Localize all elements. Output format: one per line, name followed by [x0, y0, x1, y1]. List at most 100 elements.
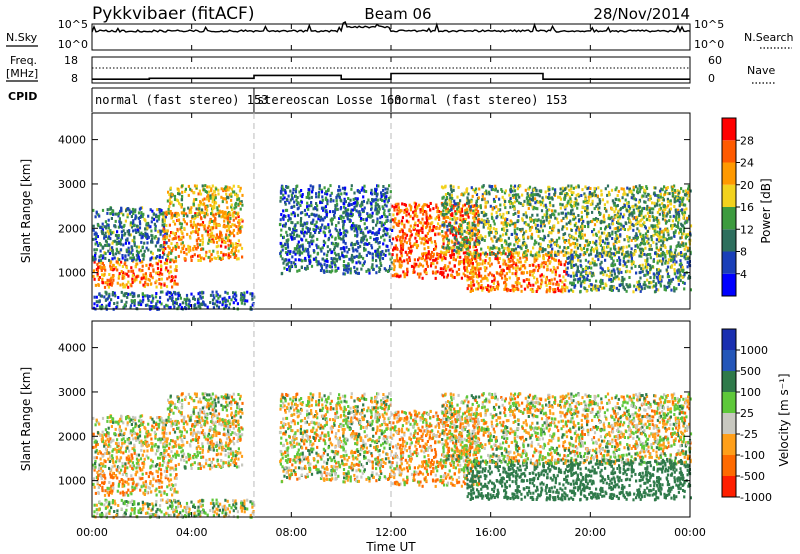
- power-cell: [401, 236, 404, 240]
- power-cell: [103, 225, 106, 229]
- power-cell: [381, 205, 384, 209]
- power-cell: [545, 218, 548, 222]
- power-cell: [383, 221, 386, 225]
- power-cell: [466, 258, 469, 262]
- power-cell: [660, 235, 663, 239]
- power-cell: [514, 263, 518, 267]
- power-cell: [119, 248, 122, 252]
- power-cell: [209, 194, 212, 198]
- power-cell: [204, 229, 207, 233]
- power-cell: [345, 254, 348, 258]
- power-cell: [676, 189, 679, 193]
- power-cell: [365, 238, 368, 242]
- power-cell: [565, 251, 568, 255]
- power-cell: [170, 216, 173, 220]
- power-cell: [305, 231, 308, 235]
- power-cell: [209, 228, 212, 232]
- power-cell: [226, 216, 229, 220]
- power-cell: [305, 226, 308, 230]
- power-cell: [309, 184, 312, 188]
- power-cell: [283, 266, 286, 270]
- power-cell: [342, 235, 345, 239]
- power-cell: [640, 224, 643, 228]
- power-cell: [279, 233, 283, 237]
- power-cell: [611, 207, 614, 211]
- power-cell: [511, 287, 514, 291]
- power-cell: [337, 221, 340, 225]
- power-cell: [459, 214, 462, 218]
- power-cell: [344, 207, 347, 211]
- power-cell: [381, 198, 384, 202]
- power-cell: [129, 256, 132, 260]
- power-cell: [451, 197, 454, 200]
- power-cell: [532, 289, 535, 293]
- power-cell: [621, 249, 624, 253]
- power-cell: [331, 235, 334, 239]
- power-cell: [508, 270, 511, 274]
- power-cell: [144, 272, 147, 276]
- power-cell: [112, 278, 115, 282]
- power-cell: [403, 210, 406, 214]
- power-cell: [316, 237, 319, 241]
- power-cell: [678, 197, 681, 200]
- power-cell: [661, 188, 664, 192]
- power-cell: [115, 241, 119, 244]
- power-cell: [446, 224, 449, 228]
- power-cell: [542, 204, 545, 208]
- power-cell: [553, 277, 556, 281]
- power-cell: [322, 230, 325, 234]
- power-cell: [185, 303, 188, 307]
- power-cell: [546, 212, 549, 216]
- power-cell: [210, 212, 213, 216]
- power-cell: [378, 245, 381, 249]
- power-cell: [565, 222, 568, 226]
- power-cell: [659, 206, 662, 210]
- power-cell: [479, 206, 482, 210]
- power-cell: [158, 300, 161, 304]
- power-cell: [98, 255, 101, 259]
- power-cell: [104, 306, 107, 310]
- power-cell: [399, 235, 402, 239]
- power-cell: [549, 244, 552, 248]
- power-cell: [480, 279, 483, 283]
- power-cell: [199, 239, 202, 242]
- power-cell: [355, 227, 358, 231]
- power-cell: [357, 242, 360, 245]
- power-cell: [169, 305, 172, 309]
- power-cell: [500, 215, 503, 219]
- power-cell: [423, 258, 426, 262]
- power-cell: [100, 269, 103, 272]
- power-cell: [532, 283, 535, 287]
- power-cell: [371, 198, 374, 201]
- power-cell: [360, 188, 363, 192]
- power-cell: [514, 288, 517, 291]
- power-cell: [561, 203, 564, 207]
- power-cell: [434, 271, 437, 275]
- power-cell: [646, 229, 650, 233]
- power-cell: [106, 211, 109, 215]
- power-cell: [106, 283, 109, 287]
- power-cell: [513, 243, 516, 247]
- power-cell: [226, 185, 229, 189]
- power-cell: [107, 231, 110, 235]
- power-cell: [376, 184, 379, 188]
- power-cell: [469, 277, 472, 281]
- power-cell: [334, 265, 337, 269]
- power-cell: [446, 234, 449, 238]
- power-cell: [288, 252, 292, 255]
- power-cell: [120, 209, 123, 213]
- power-cell: [92, 258, 95, 262]
- power-cell: [554, 191, 557, 195]
- power-cell: [466, 213, 469, 217]
- power-cell: [554, 188, 557, 192]
- power-cell: [121, 276, 124, 280]
- power-cell: [210, 231, 214, 235]
- power-cell: [386, 227, 389, 231]
- power-cell: [339, 207, 342, 211]
- power-cell: [376, 209, 379, 213]
- power-cell: [603, 231, 606, 235]
- power-cell: [167, 207, 170, 211]
- power-cell: [501, 251, 505, 255]
- power-cell: [140, 211, 143, 215]
- power-cell: [595, 239, 598, 243]
